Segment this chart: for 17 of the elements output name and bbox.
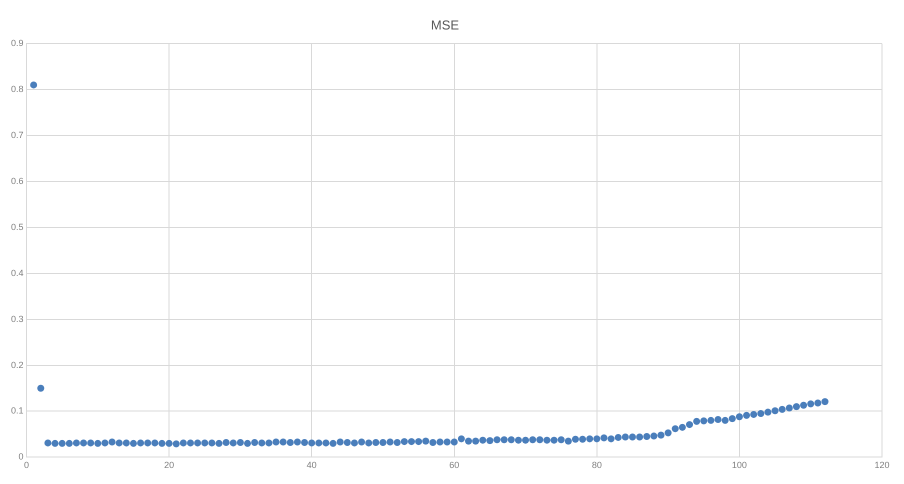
y-tick-label: 0.7: [10, 130, 24, 140]
x-tick-label: 60: [449, 460, 460, 470]
y-tick-label: 0.4: [10, 268, 24, 278]
y-tick-label: 0.9: [10, 38, 24, 48]
y-tick-label: 0.2: [10, 360, 24, 370]
y-tick-label: 0.8: [10, 84, 24, 94]
x-tick-label: 40: [306, 460, 317, 470]
y-tick-label: 0.6: [10, 176, 24, 186]
x-tick-label: 80: [592, 460, 602, 470]
y-tick-label: 0.5: [10, 222, 24, 232]
chart-title: MSE: [430, 17, 460, 32]
y-tick-label: 0.3: [10, 314, 24, 324]
y-tick-label: 0: [18, 452, 24, 462]
x-tick-label: 100: [732, 460, 747, 470]
x-tick-label: 20: [164, 460, 174, 470]
y-tick-label: 0.1: [10, 406, 24, 416]
x-tick-label: 120: [874, 460, 890, 470]
